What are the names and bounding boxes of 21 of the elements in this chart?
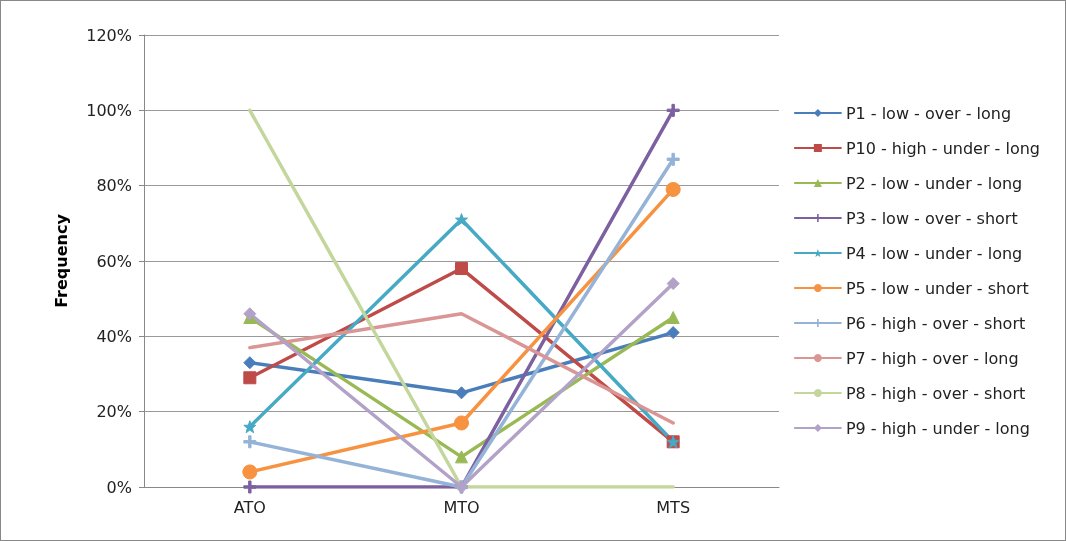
x-tick-label: ATO xyxy=(233,497,266,517)
legend-label: P3 - low - over - short xyxy=(845,208,1018,228)
y-tick-label: 20% xyxy=(96,402,132,422)
x-tick-label: MTO xyxy=(443,497,480,517)
legend-label: P8 - high - over - short xyxy=(845,383,1026,403)
legend-label: P6 - high - over - short xyxy=(845,313,1026,333)
legend-label: P7 - high - over - long xyxy=(845,348,1019,368)
legend-label: P1 - low - over - long xyxy=(845,103,1012,123)
legend-label: P2 - low - under - long xyxy=(845,173,1023,193)
y-tick-label: 100% xyxy=(86,100,132,120)
legend-label: P5 - low - under - short xyxy=(845,278,1029,298)
legend-label: P10 - high - under - long xyxy=(845,138,1041,158)
y-tick-label: 120% xyxy=(86,25,132,45)
y-tick-label: 60% xyxy=(96,251,132,271)
y-axis-title: Frequency xyxy=(51,213,71,308)
y-tick-label: 80% xyxy=(96,176,132,196)
x-tick-label: MTS xyxy=(656,497,691,517)
legend-label: P4 - low - under - long xyxy=(845,243,1023,263)
y-tick-label: 40% xyxy=(96,326,132,346)
y-tick-label: 0% xyxy=(106,477,132,497)
legend-label: P9 - high - under - long xyxy=(845,418,1030,438)
